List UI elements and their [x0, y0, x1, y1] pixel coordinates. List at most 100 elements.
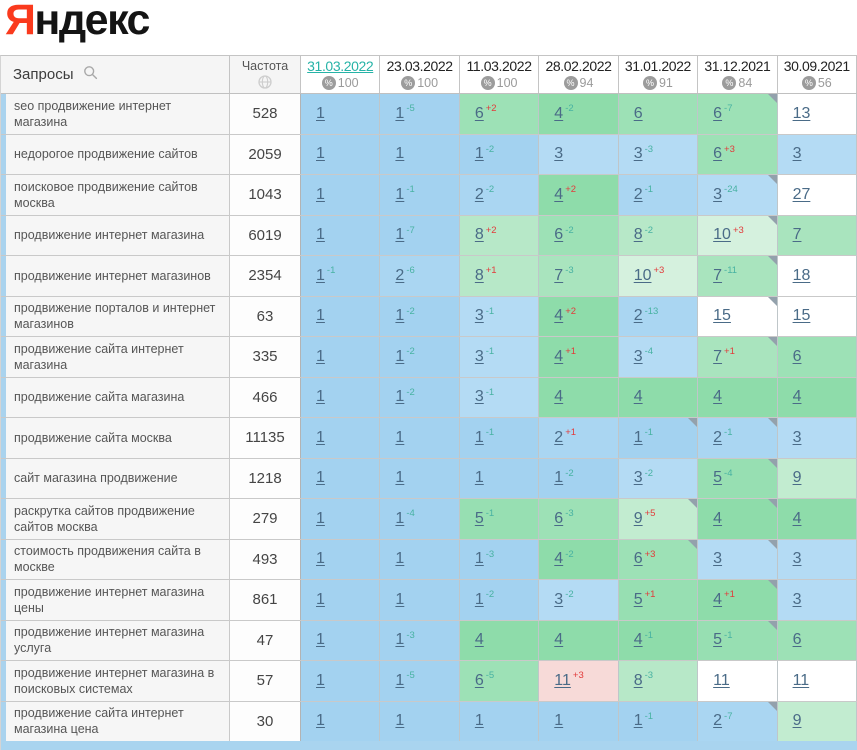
position-link[interactable]: 1: [316, 469, 325, 487]
position-link[interactable]: 7: [792, 226, 802, 244]
position-link[interactable]: 6: [713, 104, 723, 122]
position-link[interactable]: 4: [554, 307, 564, 325]
position-link[interactable]: 1: [395, 226, 405, 244]
position-link[interactable]: 6: [554, 509, 564, 527]
position-link[interactable]: 7: [554, 266, 564, 284]
position-link[interactable]: 4: [554, 347, 564, 365]
position-link[interactable]: 3: [554, 590, 564, 608]
position-link[interactable]: 11: [713, 671, 730, 689]
position-link[interactable]: 3: [633, 347, 643, 365]
position-link[interactable]: 3: [713, 185, 723, 203]
position-link[interactable]: 8: [474, 226, 484, 244]
query-cell[interactable]: продвижение интернет магазина цены: [6, 580, 230, 620]
position-link[interactable]: 3: [792, 590, 802, 608]
position-link[interactable]: 1: [474, 145, 484, 163]
position-link[interactable]: 4: [713, 388, 723, 406]
position-link[interactable]: 2: [395, 266, 405, 284]
position-link[interactable]: 1: [316, 428, 325, 446]
position-link[interactable]: 7: [713, 347, 723, 365]
position-link[interactable]: 4: [633, 388, 643, 406]
position-link[interactable]: 3: [554, 145, 564, 163]
position-link[interactable]: 1: [474, 469, 484, 487]
position-link[interactable]: 1: [316, 590, 325, 608]
position-link[interactable]: 4: [554, 550, 564, 568]
date-link[interactable]: 11.03.2022: [466, 58, 532, 74]
position-link[interactable]: 15: [792, 307, 811, 325]
position-link[interactable]: 6: [474, 104, 484, 122]
position-link[interactable]: 2: [713, 712, 723, 730]
position-link[interactable]: 1: [395, 185, 405, 203]
position-link[interactable]: 6: [792, 631, 802, 649]
query-cell[interactable]: сайт магазина продвижение: [6, 458, 230, 498]
query-cell[interactable]: продвижение интернет магазина: [6, 215, 230, 255]
search-icon[interactable]: [83, 65, 98, 84]
query-cell[interactable]: продвижение интернет магазинов: [6, 256, 230, 296]
position-link[interactable]: 7: [713, 266, 723, 284]
position-link[interactable]: 6: [792, 347, 802, 365]
position-link[interactable]: 1: [633, 428, 643, 446]
position-link[interactable]: 5: [713, 469, 723, 487]
position-link[interactable]: 1: [395, 671, 405, 689]
position-link[interactable]: 4: [792, 509, 802, 527]
position-link[interactable]: 1: [474, 428, 484, 446]
date-link[interactable]: 31.01.2022: [624, 58, 691, 74]
position-link[interactable]: 4: [554, 185, 564, 203]
position-link[interactable]: 1: [554, 469, 564, 487]
position-link[interactable]: 1: [395, 145, 405, 163]
position-link[interactable]: 1: [316, 509, 325, 527]
position-link[interactable]: 2: [713, 428, 723, 446]
position-link[interactable]: 18: [792, 266, 811, 284]
position-link[interactable]: 2: [554, 428, 564, 446]
position-link[interactable]: 1: [316, 671, 325, 689]
position-link[interactable]: 1: [395, 712, 405, 730]
query-cell[interactable]: недорогое продвижение сайтов: [6, 134, 230, 174]
position-link[interactable]: 3: [792, 550, 802, 568]
position-link[interactable]: 1: [316, 307, 325, 325]
position-link[interactable]: 1: [316, 104, 325, 122]
position-link[interactable]: 1: [395, 550, 405, 568]
position-link[interactable]: 1: [395, 469, 405, 487]
position-link[interactable]: 3: [633, 469, 643, 487]
position-link[interactable]: 1: [474, 712, 484, 730]
position-link[interactable]: 1: [316, 226, 325, 244]
position-link[interactable]: 3: [713, 550, 723, 568]
position-link[interactable]: 15: [713, 307, 731, 325]
position-link[interactable]: 10: [713, 226, 731, 244]
date-link[interactable]: 23.03.2022: [386, 58, 453, 74]
position-link[interactable]: 4: [554, 631, 564, 649]
position-link[interactable]: 3: [633, 145, 643, 163]
position-link[interactable]: 3: [474, 307, 484, 325]
query-cell[interactable]: раскрутка сайтов продвижение сайтов моск…: [6, 499, 230, 539]
position-link[interactable]: 13: [792, 104, 811, 122]
date-link[interactable]: 28.02.2022: [545, 58, 612, 74]
position-link[interactable]: 4: [554, 388, 564, 406]
position-link[interactable]: 10: [633, 266, 652, 284]
position-link[interactable]: 9: [792, 712, 802, 730]
position-link[interactable]: 27: [792, 185, 811, 203]
position-link[interactable]: 1: [395, 509, 405, 527]
query-cell[interactable]: продвижение порталов и интернет магазино…: [6, 296, 230, 336]
position-link[interactable]: 6: [633, 104, 643, 122]
query-cell[interactable]: seo продвижение интернет магазина: [6, 94, 230, 134]
position-link[interactable]: 6: [474, 671, 484, 689]
query-cell[interactable]: продвижение сайта магазина: [6, 377, 230, 417]
position-link[interactable]: 9: [633, 509, 643, 527]
position-link[interactable]: 8: [633, 226, 643, 244]
position-link[interactable]: 4: [474, 631, 484, 649]
position-link[interactable]: 1: [316, 266, 325, 284]
position-link[interactable]: 4: [713, 509, 723, 527]
position-link[interactable]: 1: [395, 104, 405, 122]
position-link[interactable]: 1: [316, 145, 325, 163]
date-link[interactable]: 31.12.2021: [704, 58, 771, 74]
position-link[interactable]: 1: [316, 185, 325, 203]
position-link[interactable]: 6: [633, 550, 643, 568]
query-cell[interactable]: продвижение интернет магазина в поисковы…: [6, 661, 230, 701]
position-link[interactable]: 5: [474, 509, 484, 527]
position-link[interactable]: 1: [316, 631, 325, 649]
position-link[interactable]: 4: [554, 104, 564, 122]
query-cell[interactable]: стоимость продвижения сайта в москве: [6, 539, 230, 579]
position-link[interactable]: 11: [554, 671, 571, 689]
position-link[interactable]: 1: [395, 388, 405, 406]
position-link[interactable]: 3: [792, 428, 802, 446]
position-link[interactable]: 1: [395, 631, 405, 649]
